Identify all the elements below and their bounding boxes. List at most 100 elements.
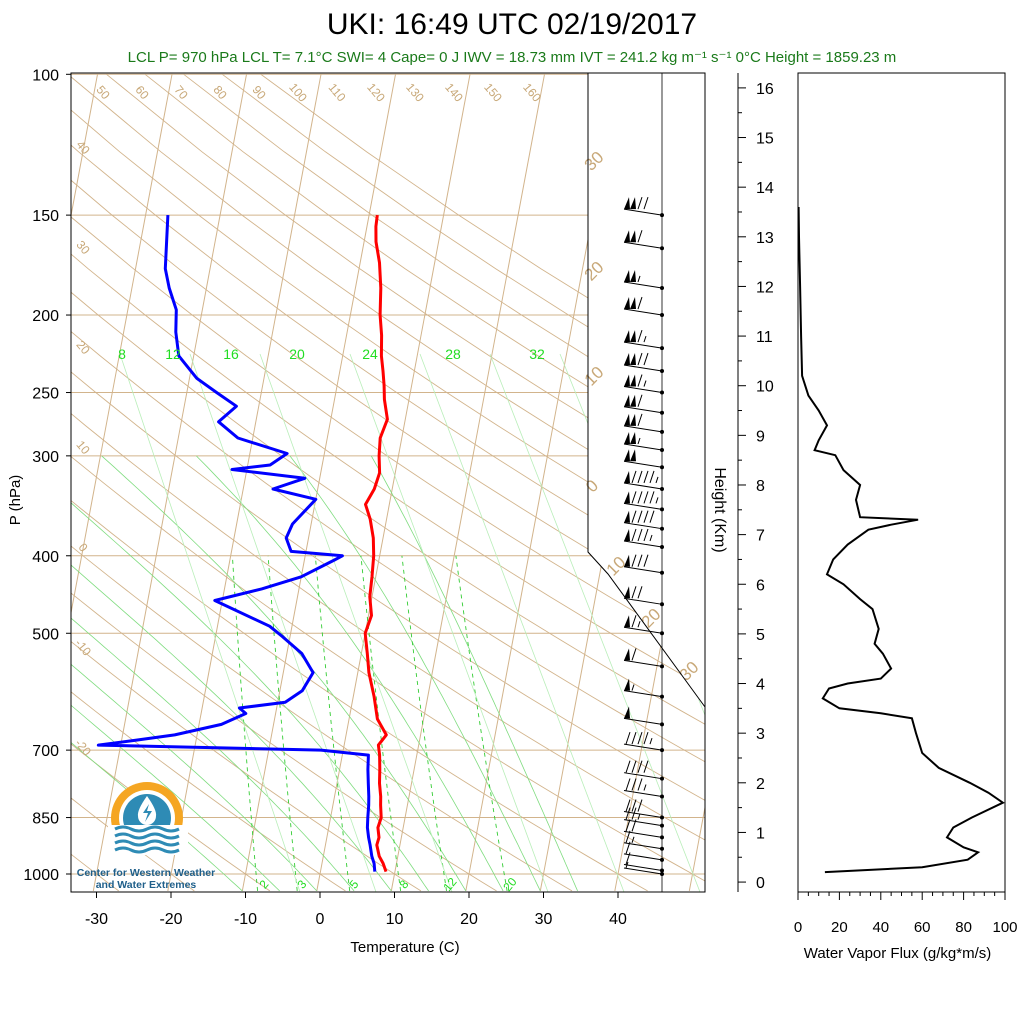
- height-tick-label: 11: [756, 329, 773, 346]
- barb-flag: [631, 799, 637, 812]
- wind-barb: [623, 731, 664, 753]
- barb-flag: [637, 586, 643, 599]
- barb-flag: [637, 394, 643, 407]
- flux-x-tick-label: 20: [831, 919, 848, 936]
- y-tick-label: 250: [32, 386, 59, 403]
- wind-barb: [623, 196, 664, 218]
- barb-pennant: [624, 230, 630, 243]
- mixing-ratio-bottom-label: 5: [346, 877, 361, 891]
- moist-adiabat: [71, 564, 392, 892]
- height-tick-label: 16: [756, 81, 774, 98]
- barb-shaft: [623, 386, 663, 394]
- barb-flag: [643, 196, 649, 210]
- wind-barb: [623, 470, 664, 491]
- barb-pennant: [630, 353, 636, 366]
- moist-adiabat: [71, 617, 355, 892]
- barb-flag: [637, 528, 643, 542]
- barb-shaft: [623, 867, 663, 875]
- barb-pennant: [630, 197, 636, 210]
- height-tick-label: 9: [756, 428, 765, 445]
- barb-flag: [643, 510, 649, 523]
- barb-half-flag: [655, 476, 659, 484]
- barb-flag: [631, 586, 637, 599]
- isotherm-label: 80: [210, 83, 230, 102]
- flux-series: [798, 206, 1005, 874]
- barb-flag: [643, 528, 649, 542]
- mixing-ratio-line: [401, 555, 447, 891]
- isotherm-label: 90: [249, 83, 269, 102]
- y-tick-label: 150: [32, 208, 59, 225]
- barb-shaft: [623, 717, 663, 725]
- dry-adiabat: [71, 797, 195, 892]
- barb-flag: [631, 510, 637, 523]
- barb-flag: [637, 470, 643, 484]
- barb-pennant: [624, 353, 630, 366]
- barb-flag: [637, 491, 643, 504]
- height-tick-label: 5: [756, 627, 765, 644]
- isotherm-label: 150: [481, 80, 505, 105]
- barb-flag: [637, 778, 643, 791]
- wind-barb: [623, 841, 664, 862]
- barb-pennant: [630, 269, 636, 282]
- x-tick-label: 30: [535, 911, 553, 928]
- dry-adiabat: [71, 640, 422, 892]
- mixing-ratio-label: 12: [165, 346, 181, 362]
- barb-shaft: [623, 364, 663, 372]
- barb-flag: [625, 830, 631, 843]
- isotherm: [92, 74, 247, 892]
- barb-flag: [649, 470, 655, 484]
- moist-adiabat: [289, 455, 541, 892]
- wind-barb: [623, 230, 664, 251]
- barb-flag: [643, 760, 649, 773]
- isotherm-label: 100: [286, 80, 310, 105]
- barb-flag: [637, 760, 643, 773]
- barb-pennant: [624, 615, 630, 628]
- barb-pennant: [624, 269, 630, 282]
- mixing-ratio-line: [267, 555, 298, 891]
- height-tick-label: 0: [756, 875, 765, 892]
- wind-barb: [623, 861, 664, 876]
- isotherm-label: 140: [442, 80, 466, 105]
- barb-flag: [637, 329, 643, 343]
- barb-flag: [625, 799, 631, 812]
- water-vapor-flux-line: [798, 206, 1005, 874]
- wind-barb: [623, 329, 664, 351]
- barb-pennant: [624, 197, 630, 210]
- y-tick-label: 500: [32, 626, 59, 643]
- barb-panel-edge: [587, 73, 706, 708]
- wind-barb: [623, 352, 664, 374]
- logo-wave: [114, 839, 180, 847]
- barb-shaft: [623, 864, 663, 872]
- isotherm: [71, 74, 98, 219]
- barb-shaft: [623, 853, 663, 861]
- wind-barb: [623, 852, 664, 873]
- barb-half-flag: [631, 684, 635, 691]
- barb-pennant: [624, 586, 630, 599]
- barb-flag: [637, 799, 643, 812]
- flux-frame: [797, 72, 1006, 893]
- mixing-ratio-bottom-label: 12: [440, 875, 460, 894]
- wind-barb: [623, 432, 664, 453]
- barb-pennant: [630, 230, 636, 243]
- moist-adiabat: [71, 502, 429, 892]
- barb-pennant: [624, 554, 630, 567]
- dry-adiabat: [71, 455, 705, 882]
- height-tick-label: 6: [756, 577, 765, 594]
- barb-pennant: [624, 648, 630, 661]
- dry-adiabat: [71, 545, 573, 892]
- green-guide: [419, 353, 625, 892]
- wind-barb: [623, 296, 664, 318]
- barb-shaft: [623, 443, 663, 451]
- barb-pennant: [630, 330, 636, 343]
- green-guide: [119, 353, 301, 892]
- wind-barb: [623, 394, 664, 415]
- mixing-ratio-label: 20: [289, 346, 305, 362]
- y-tick-label: 400: [32, 549, 59, 566]
- barb-half-flag: [637, 621, 641, 628]
- barb-pennant: [624, 470, 630, 483]
- skew-t-grid: [71, 73, 705, 892]
- barb-half-flag: [637, 275, 641, 283]
- mixing-ratio-label: 24: [362, 346, 378, 362]
- barb-shaft: [623, 772, 663, 780]
- barb-half-flag: [643, 335, 647, 343]
